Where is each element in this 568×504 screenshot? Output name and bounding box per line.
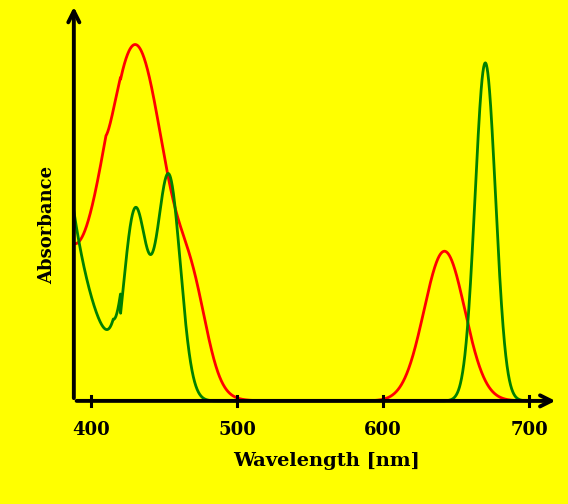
- Text: 600: 600: [364, 421, 402, 439]
- Text: 700: 700: [510, 421, 548, 439]
- Text: 500: 500: [218, 421, 256, 439]
- Text: 400: 400: [73, 421, 110, 439]
- Text: Wavelength [nm]: Wavelength [nm]: [233, 452, 420, 470]
- Text: Absorbance: Absorbance: [39, 165, 57, 284]
